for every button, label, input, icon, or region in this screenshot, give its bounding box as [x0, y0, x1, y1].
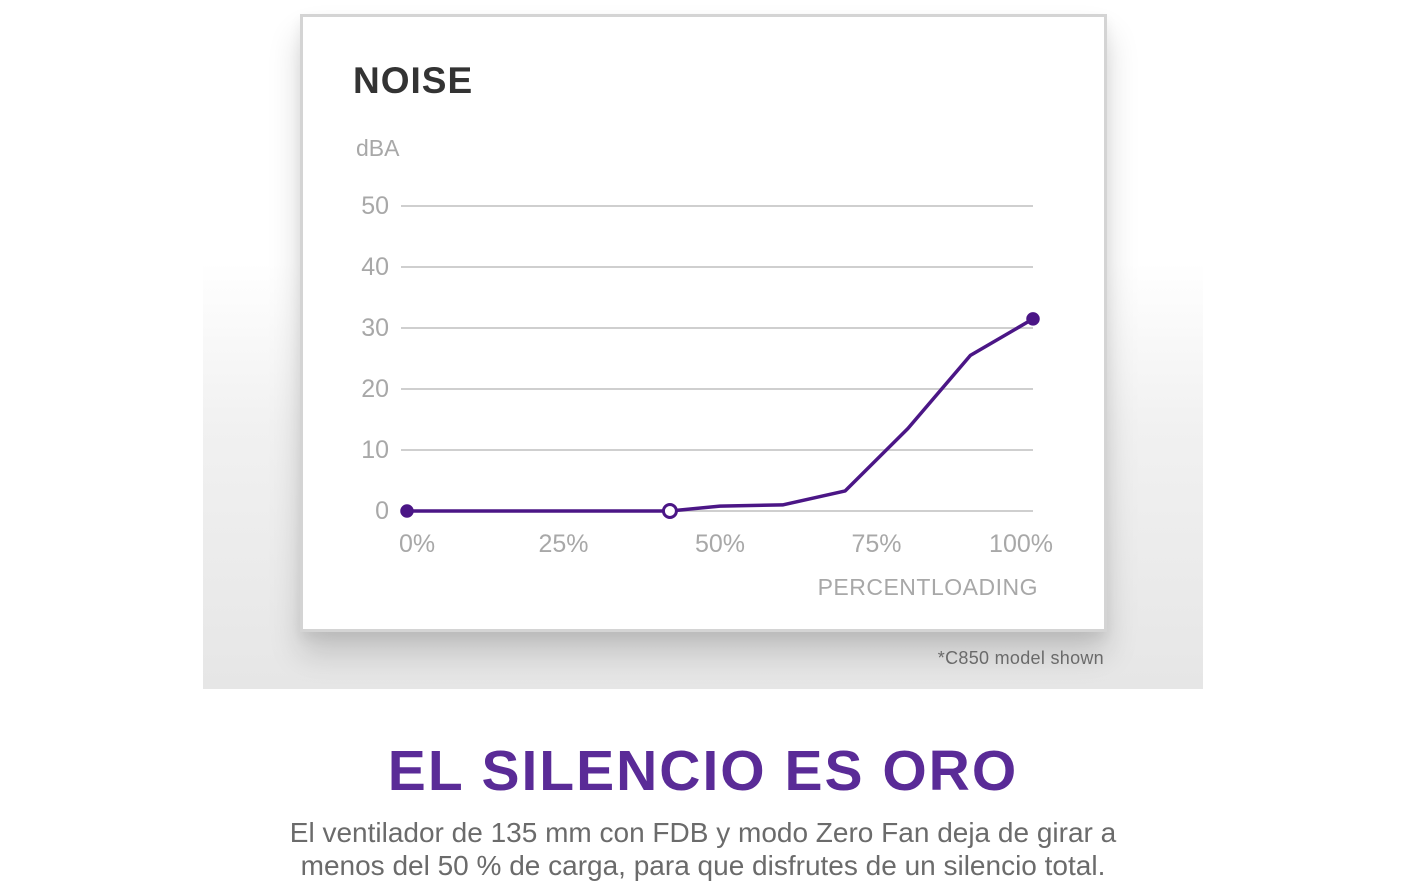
body-line-2: menos del 50 % de carga, para que disfru…	[300, 850, 1106, 881]
data-point-marker-2	[1026, 312, 1040, 326]
x-tick-label-3: 75%	[851, 530, 901, 558]
grid-layer	[401, 205, 1033, 512]
marker-layer	[400, 312, 1040, 519]
y-tick-label-30: 30	[361, 314, 389, 342]
x-tick-label-2: 50%	[695, 530, 745, 558]
headline: EL SILENCIO ES ORO	[387, 739, 1019, 803]
data-point-marker-0	[400, 504, 414, 518]
y-tick-label-40: 40	[361, 253, 389, 281]
footnote: *C850 model shown	[937, 648, 1104, 668]
tick-layer: 0 10 20 30 40 50 0% 25% 50% 75% 100%	[361, 192, 1053, 558]
series-line-0	[405, 317, 1035, 513]
y-axis-label: dBA	[356, 135, 400, 161]
y-tick-label-50: 50	[361, 192, 389, 220]
body-line-1: El ventilador de 135 mm con FDB y modo Z…	[289, 817, 1117, 848]
series-layer	[405, 317, 1035, 513]
body-text: El ventilador de 135 mm con FDB y modo Z…	[0, 816, 1406, 882]
x-tick-label-1: 25%	[538, 530, 588, 558]
chart-title: NOISE	[353, 60, 473, 101]
y-tick-label-20: 20	[361, 375, 389, 403]
x-tick-label-4: 100%	[989, 530, 1053, 558]
x-axis-label: PERCENTLOADING	[818, 574, 1038, 600]
x-tick-label-0: 0%	[399, 530, 435, 558]
y-tick-label-0: 0	[375, 497, 389, 525]
noise-chart: NOISE dBA PERCENTLOADING 0 10 20 30 40 50 0% 25…	[353, 60, 1053, 600]
data-point-marker-1	[661, 503, 678, 519]
y-tick-label-10: 10	[361, 436, 389, 464]
chart-card: NOISE dBA PERCENTLOADING 0 10 20 30 40 50 0% 25…	[300, 14, 1107, 632]
